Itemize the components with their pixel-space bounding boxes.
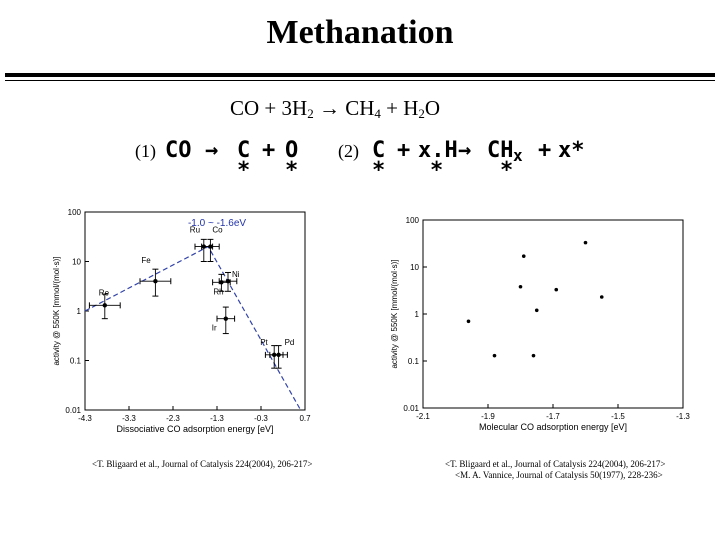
data-point <box>583 240 588 245</box>
adsorbed-star: * <box>285 158 299 183</box>
title-rule-thin <box>5 80 715 81</box>
data-point <box>492 353 497 358</box>
citation-left: <T. Bligaard et al., Journal of Catalysi… <box>92 459 313 469</box>
reaction-1-token: CO <box>165 138 192 163</box>
y-tick-label: 0.01 <box>403 404 419 413</box>
equation-part: O <box>424 96 441 120</box>
reaction-1-token: + <box>262 138 276 163</box>
point-label: Co <box>212 226 223 235</box>
adsorbed-star: * <box>372 158 386 183</box>
reaction-2-label: (2) <box>338 141 359 161</box>
x-tick-label: -4.3 <box>78 414 92 423</box>
point-label: Pt <box>260 338 268 347</box>
point-label: Re <box>99 288 110 297</box>
data-point <box>223 316 228 321</box>
molecular-co-activity-chart: 100 10 1 0.1 0.01-2.1 -1.9 -1.7 -1.5 -1.3 Molecul… <box>390 216 690 432</box>
equation-subscript: 4 <box>374 106 381 121</box>
y-tick-label: 0.1 <box>408 357 420 366</box>
plot-frame <box>84 211 306 411</box>
x-tick-label: -1.9 <box>481 412 495 421</box>
reaction-2-token: + <box>538 138 552 163</box>
adsorbed-star: * <box>237 158 251 183</box>
y-axis-label: activity @ 550K [mmol/(mol·s)] <box>52 256 61 365</box>
plot-frame <box>422 219 684 409</box>
dissociative-co-activity-chart: 100 10 1 0.1 0.01-4.3 -3.3 -2.3 -1.3 -0.3 0.7 Diss… <box>52 208 311 434</box>
methanation-equation: CO + 3H2 → CH4 + H2O <box>230 96 440 122</box>
equation-part: CO + 3H <box>230 96 308 120</box>
reaction-1-label: (1) <box>135 141 156 161</box>
y-tick-label: 1 <box>77 307 82 316</box>
y-tick-label: 0.1 <box>70 357 82 366</box>
reaction-2-token: x.H <box>418 138 458 163</box>
data-point <box>466 319 471 324</box>
x-tick-label: -2.1 <box>416 412 430 421</box>
x-tick-label: 0.7 <box>299 414 311 423</box>
page-title: Methanation <box>266 14 454 51</box>
point-label: Ir <box>212 324 217 333</box>
title-rule <box>5 73 715 77</box>
trend-line <box>84 245 302 411</box>
y-tick-label: 1 <box>415 310 420 319</box>
point-label: Ni <box>232 270 240 279</box>
data-point <box>276 352 281 358</box>
x-tick-label: -1.5 <box>611 412 625 421</box>
equation-subscript: 2 <box>418 106 425 121</box>
x-tick-label: -0.3 <box>254 414 268 423</box>
equation-part: → CH <box>313 96 375 120</box>
x-axis-label: Molecular CO adsorption energy [eV] <box>479 422 627 432</box>
reaction-2-token: C <box>372 138 386 163</box>
point-label: Rh <box>213 287 223 296</box>
y-tick-label: 0.01 <box>65 406 81 415</box>
reaction-2-token: + <box>397 138 411 163</box>
reaction-2-subscript: x <box>513 146 523 165</box>
data-point <box>153 278 158 284</box>
point-label: Ru <box>190 226 200 235</box>
reaction-2-token: CH <box>487 138 514 163</box>
y-tick-label: 100 <box>68 208 82 217</box>
data-point <box>521 254 526 258</box>
reaction-1-token: O <box>285 138 299 163</box>
reaction-1-token: → <box>205 138 219 163</box>
energy-range-annotation: -1.0 ~ -1.6eV <box>188 218 246 229</box>
x-tick-label: -1.7 <box>546 412 560 421</box>
y-tick-label: 10 <box>72 258 81 267</box>
reaction-2-token: → <box>458 138 472 163</box>
point-label: Pd <box>285 338 295 347</box>
reaction-2-token: x* <box>558 138 585 163</box>
x-axis-label: Dissociative CO adsorption energy [eV] <box>116 424 273 434</box>
data-point <box>534 308 539 313</box>
x-tick-label: -1.3 <box>676 412 690 421</box>
y-tick-label: 10 <box>410 263 419 272</box>
data-point <box>531 353 536 358</box>
y-axis-label: activity @ 550K [mmol/(mol·s)] <box>390 259 399 368</box>
equation-part: + H <box>380 96 419 120</box>
equation-subscript: 2 <box>307 106 314 121</box>
data-point <box>518 284 523 289</box>
data-point <box>554 287 559 292</box>
data-point <box>102 303 108 308</box>
x-tick-label: -1.3 <box>210 414 224 423</box>
x-tick-label: -2.3 <box>166 414 180 423</box>
x-tick-label: -3.3 <box>122 414 136 423</box>
point-label: Fe <box>141 256 151 265</box>
data-point <box>208 244 213 249</box>
y-tick-label: 100 <box>406 216 420 225</box>
data-point <box>219 280 224 285</box>
citation-right-2: <M. A. Vannice, Journal of Catalysis 50(… <box>455 470 663 480</box>
data-point <box>599 295 604 299</box>
citation-right-1: <T. Bligaard et al., Journal of Catalysi… <box>445 459 666 469</box>
adsorbed-star: * <box>500 158 514 183</box>
reaction-1-token: C <box>237 138 251 163</box>
adsorbed-star: * <box>430 158 444 183</box>
